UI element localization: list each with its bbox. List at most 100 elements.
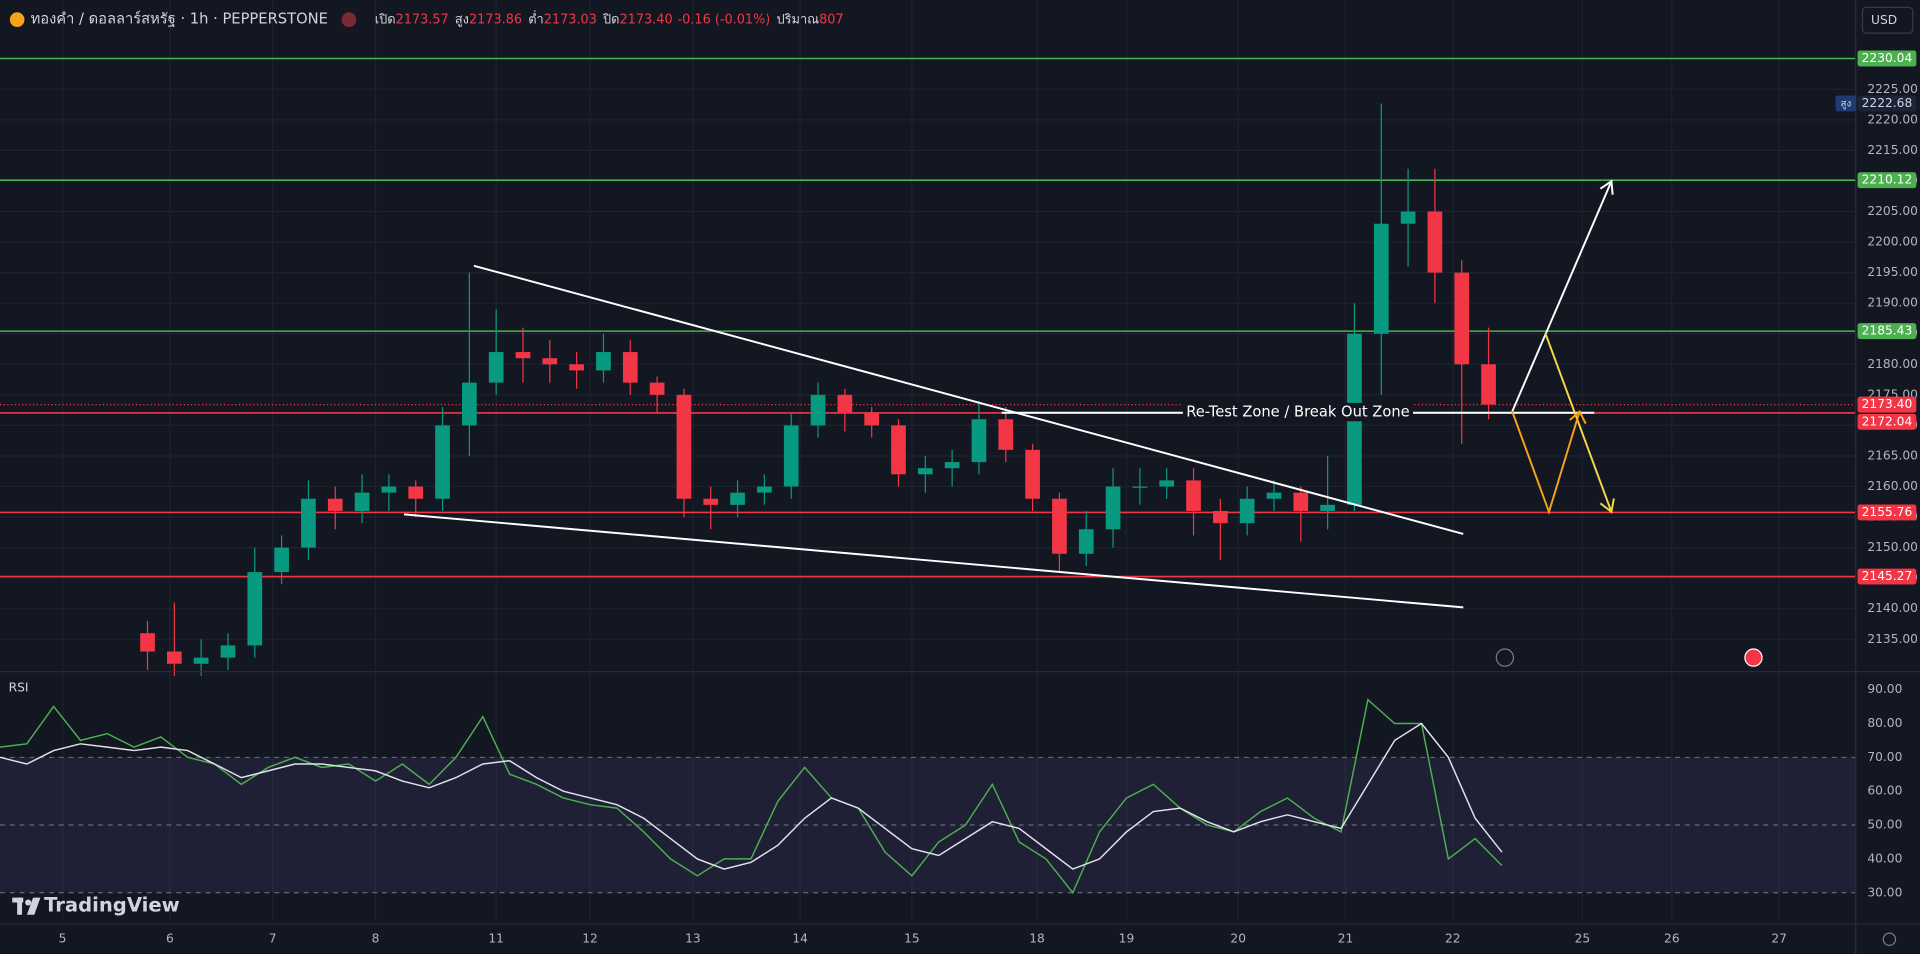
y-tick-label: 2150.00 xyxy=(1867,540,1918,554)
y-tick-label: 2205.00 xyxy=(1867,204,1918,218)
logo: TradingView xyxy=(12,894,180,917)
y-tick-label: 60.00 xyxy=(1867,784,1902,798)
candle-body xyxy=(247,572,263,646)
currency-button[interactable] xyxy=(1861,6,1914,34)
high-marker-tag xyxy=(1835,95,1857,112)
last-price-label: 2173.40 xyxy=(1862,397,1913,411)
legend-label: ปิด xyxy=(602,12,620,27)
candle-body xyxy=(140,633,155,652)
candle-body xyxy=(703,498,719,505)
x-tick-label: 22 xyxy=(1445,932,1461,946)
logo-mark xyxy=(17,897,23,915)
candle-body xyxy=(301,498,316,548)
candle-body xyxy=(783,425,799,487)
candle-body xyxy=(971,419,987,463)
candle-body xyxy=(1454,272,1470,365)
candle-body xyxy=(488,352,504,383)
legend-label: สูง xyxy=(455,12,469,27)
y-tick-label: 90.00 xyxy=(1867,682,1902,696)
x-tick-label: 15 xyxy=(904,932,920,946)
candle-body xyxy=(542,358,558,365)
candle-body xyxy=(1481,364,1496,405)
candle-body xyxy=(810,394,826,426)
y-tick-label: 50.00 xyxy=(1867,818,1902,832)
trend-line xyxy=(473,264,1464,535)
candle-body xyxy=(730,492,745,505)
logo-text: TradingView xyxy=(44,894,180,917)
symbol-title: ทองคำ / ดอลลาร์สหรัฐ · 1h · PEPPERSTONE xyxy=(31,11,328,28)
y-tick-label: 2195.00 xyxy=(1867,265,1918,279)
x-tick-label: 11 xyxy=(488,932,504,946)
legend-label: ต่ำ xyxy=(528,10,544,27)
legend-change: -0.16 (-0.01%) xyxy=(678,12,771,27)
x-tick-label: 21 xyxy=(1338,932,1354,946)
level-label: 2145.27 xyxy=(1862,569,1913,583)
candle-body xyxy=(274,547,289,573)
candle-body xyxy=(891,425,906,475)
x-tick-label: 27 xyxy=(1771,932,1787,946)
legend-label: ปริมาณ xyxy=(776,12,819,27)
arrow-head xyxy=(1599,179,1614,195)
y-tick-label: 2180.00 xyxy=(1867,357,1918,371)
candle-body xyxy=(1078,529,1094,554)
x-tick-label: 25 xyxy=(1575,932,1591,946)
rsi-line xyxy=(0,722,1503,870)
level-label: 2155.76 xyxy=(1862,505,1913,519)
high-marker-badge xyxy=(1857,95,1917,112)
x-tick-label: 26 xyxy=(1664,932,1680,946)
high-marker-label: สูง xyxy=(1841,98,1852,109)
trend-line xyxy=(403,513,1464,609)
y-tick-label: 80.00 xyxy=(1867,716,1902,730)
high-marker-value: 2222.68 xyxy=(1862,96,1913,110)
legend-value: 2173.03 xyxy=(544,12,597,27)
y-tick-label: 2140.00 xyxy=(1867,601,1918,615)
legend-value: 2173.86 xyxy=(469,12,522,27)
candle-body xyxy=(649,382,665,395)
candle-body xyxy=(998,419,1014,450)
candle-body xyxy=(435,425,450,499)
x-tick-label: 18 xyxy=(1029,932,1045,946)
y-tick-label: 2190.00 xyxy=(1867,296,1918,310)
candle-body xyxy=(408,486,424,499)
arrow-head xyxy=(1599,498,1615,514)
drawings xyxy=(403,179,1615,609)
candle-body xyxy=(1427,211,1443,273)
ohlc-legend: เปิด2173.57 สูง2173.86 ต่ำ2173.03 ปิด2173.4… xyxy=(375,10,844,27)
y-tick-label: 2215.00 xyxy=(1867,143,1918,157)
arrow-head xyxy=(1569,409,1587,425)
candle-body xyxy=(1186,480,1201,511)
x-tick-label: 6 xyxy=(166,932,174,946)
candle-body xyxy=(1159,480,1175,487)
candle-body xyxy=(515,352,531,359)
logo-mark xyxy=(26,897,41,915)
candle-body xyxy=(1239,498,1255,524)
settings-icon[interactable] xyxy=(1882,932,1897,946)
candle-body xyxy=(1105,486,1121,530)
level-label: 2172.04 xyxy=(1862,414,1913,428)
candle-body xyxy=(1293,492,1309,511)
event-flag-icon[interactable] xyxy=(1744,648,1763,667)
y-tick-label: 70.00 xyxy=(1867,750,1902,764)
level-badge xyxy=(1857,413,1917,430)
candle-body xyxy=(166,651,182,664)
candle-body xyxy=(327,498,343,511)
rsi-title: RSI xyxy=(9,681,29,695)
header: ทองคำ / ดอลลาร์สหรัฐ · 1h · PEPPERSTONE … xyxy=(9,10,844,28)
candle-body xyxy=(864,413,880,426)
arrow xyxy=(1544,332,1613,513)
event-icon[interactable] xyxy=(1495,648,1515,667)
candle-body xyxy=(917,468,933,475)
rsi-band xyxy=(0,757,1856,893)
grid xyxy=(0,0,1856,921)
logo-mark xyxy=(25,899,32,906)
annotation-bg xyxy=(1182,402,1414,422)
currency-label[interactable]: USD xyxy=(1871,13,1897,27)
candle-body xyxy=(676,394,692,499)
candle-body xyxy=(837,394,853,414)
x-tick-label: 20 xyxy=(1230,932,1246,946)
x-tick-label: 8 xyxy=(372,932,380,946)
candle-body xyxy=(462,382,477,426)
